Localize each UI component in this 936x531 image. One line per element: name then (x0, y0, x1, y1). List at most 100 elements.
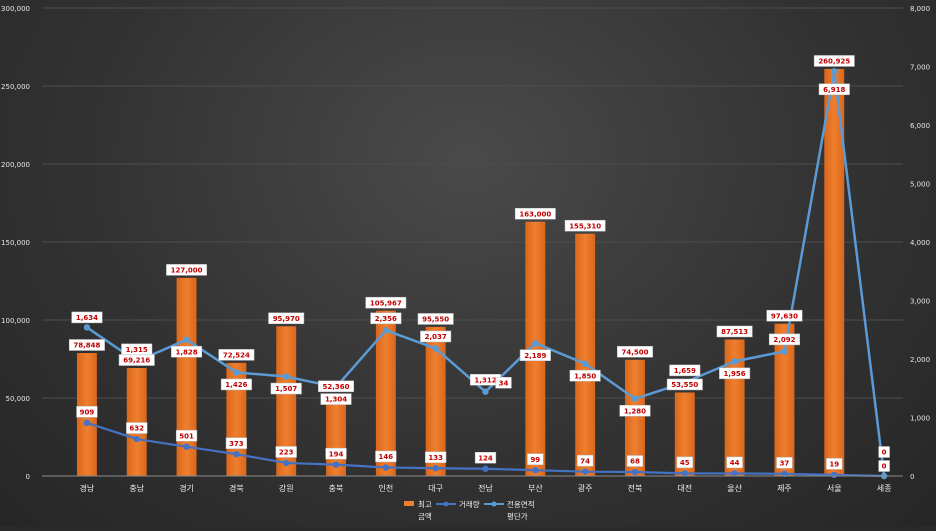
volume-data-label: 45 (680, 459, 690, 467)
y-right-tick-label: 8,000 (910, 5, 930, 13)
line-point (731, 358, 738, 365)
line-point (183, 443, 190, 450)
volume-data-label-box (76, 406, 98, 418)
y-axis-right: 0 1,000 2,000 3,000 4,000 5,000 6,000 7,000 8,00… (910, 5, 930, 481)
y-left-tick-label: 0 (26, 473, 30, 481)
y-left-tick-label: 150,000 (1, 239, 30, 247)
y-left-tick-label: 300,000 (1, 5, 30, 13)
volume-data-label: 99 (530, 456, 540, 464)
bar-data-label: 74,500 (621, 348, 648, 356)
x-tick-label: 경북 (229, 483, 244, 493)
price-data-label: 2,092 (773, 336, 795, 344)
gridlines (42, 7, 903, 477)
price-data-label-box (71, 311, 103, 324)
bar-data-label-box (878, 460, 890, 472)
volume-data-label-box (527, 453, 544, 465)
volume-data-label: 223 (279, 449, 294, 457)
x-tick-label: 전북 (628, 483, 643, 493)
price-data-label-box (669, 364, 701, 377)
line-point (681, 470, 688, 477)
legend-marker (491, 501, 497, 507)
bar (176, 277, 197, 476)
x-tick-label: 인천 (378, 483, 393, 493)
bar-data-label: 97,630 (771, 312, 798, 320)
price-data-label-box (569, 369, 601, 382)
x-axis: 경남 충남 경기 경북 강원 충북 인천 대구 전남 부산 광주 전북 대전 울산 제주 서울 세종 (42, 475, 903, 493)
legend-label: 평단가 (507, 511, 528, 521)
y-right-tick-label: 4,000 (910, 239, 930, 247)
bar-data-label-box (617, 346, 653, 358)
line-point (83, 324, 91, 331)
volume-data-label-box (626, 455, 644, 467)
bar-data-label: 69,216 (123, 357, 150, 365)
data-labels: 78,848 69,216 127,000 72,524 95,970 52,360 105… (68, 55, 890, 472)
price-data-label-box (270, 382, 302, 395)
price-data-label: 1,426 (225, 381, 247, 389)
y-left-tick-label: 200,000 (1, 161, 30, 169)
x-tick-label: 전남 (478, 483, 493, 493)
bar-data-label-box (666, 378, 703, 391)
y-right-tick-label: 3,000 (910, 298, 930, 306)
price-data-label-box (519, 349, 551, 361)
volume-data-label: 74 (580, 457, 590, 465)
bar-data-label-box (514, 207, 556, 220)
line-point (482, 465, 489, 472)
price-data-label: 1,507 (275, 385, 297, 393)
x-tick-label: 서울 (827, 484, 842, 493)
volume-data-label-box (726, 456, 743, 469)
y-right-tick-label: 6,000 (910, 122, 930, 130)
bar (276, 326, 297, 476)
bar-data-label: 0 (882, 463, 887, 471)
bar-data-label: 95,550 (422, 316, 449, 324)
line-point (482, 388, 489, 395)
bar-data-label-box (365, 296, 407, 309)
bar-data-label: 260,925 (818, 58, 850, 66)
x-tick-label: 부산 (528, 483, 543, 493)
volume-data-label: 909 (80, 408, 95, 416)
x-tick-label: 세종 (877, 484, 892, 493)
line-point (631, 468, 639, 476)
bar-data-label-box (318, 380, 354, 393)
bar-data-label: 163,000 (519, 210, 551, 218)
x-tick-label: 대구 (428, 484, 443, 493)
volume-data-label: 44 (730, 459, 740, 467)
price-data-label: 0 (882, 449, 887, 457)
volume-data-label-box (175, 429, 198, 442)
price-data-label-box (768, 333, 800, 346)
x-tick-label: 경기 (179, 483, 194, 493)
bar (674, 392, 695, 476)
line-point (831, 471, 838, 479)
line-point (382, 327, 390, 334)
volume-data-label: 37 (780, 459, 790, 467)
price-data-label: 1,956 (724, 370, 746, 378)
x-tick-label: 강원 (279, 483, 294, 493)
bar-data-label: 72,524 (223, 351, 250, 359)
line-point (432, 345, 439, 352)
bar-data-label: 155,310 (569, 222, 601, 230)
line-point (781, 348, 788, 355)
legend-swatch-bar (404, 501, 414, 506)
volume-data-label-box (425, 451, 447, 463)
line-point (233, 450, 240, 458)
price-data-label: 2,037 (425, 333, 447, 341)
line-point (731, 470, 738, 477)
line-point (382, 464, 390, 471)
bar-data-label: 52,360 (323, 383, 350, 391)
volume-data-label: 632 (129, 425, 144, 433)
x-tick-label: 충북 (329, 484, 344, 493)
bar-data-label-box (166, 264, 207, 276)
legend-label: 거래량 (459, 500, 480, 509)
volume-data-label: 19 (829, 460, 839, 468)
bar (525, 221, 546, 476)
line-point (283, 373, 290, 380)
volume-data-label: 194 (329, 450, 344, 458)
y-right-tick-label: 7,000 (910, 64, 930, 72)
bar-data-label-box (766, 309, 803, 322)
bar (774, 323, 795, 476)
legend-marker (443, 501, 449, 507)
price-data-label: 2,189 (524, 352, 546, 360)
extra-data-label-box (495, 377, 512, 389)
bar (824, 68, 845, 476)
volume-data-label: 133 (428, 454, 443, 462)
